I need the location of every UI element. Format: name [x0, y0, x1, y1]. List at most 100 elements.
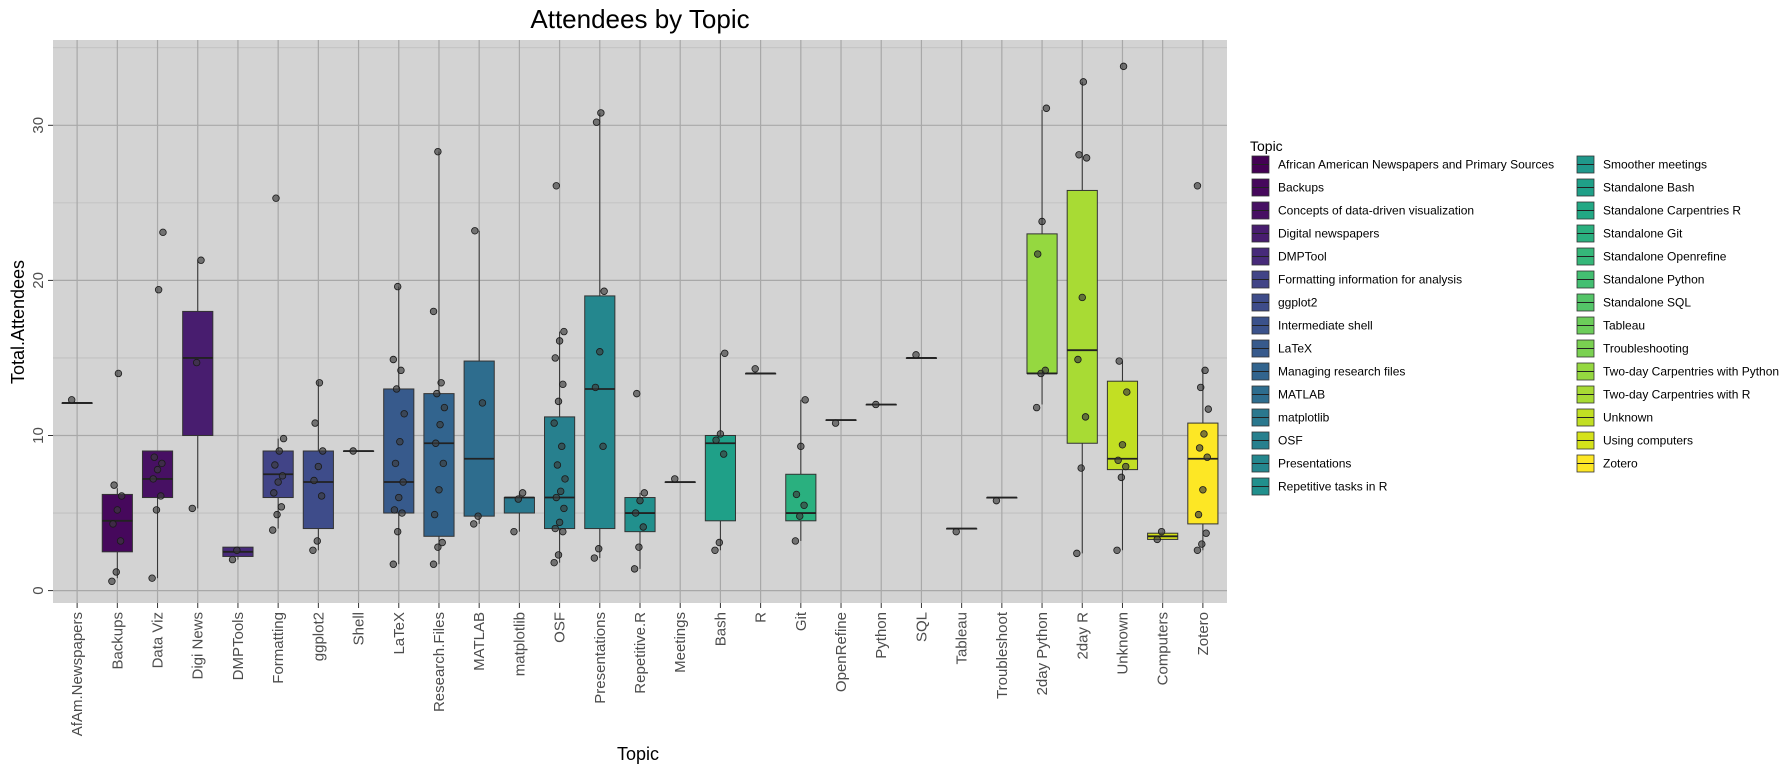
y-tick-label: 20 — [30, 272, 47, 289]
data-point — [1200, 430, 1208, 438]
data-point — [590, 554, 599, 562]
data-point — [478, 399, 487, 407]
data-point — [272, 194, 280, 202]
legend-item: Intermediate shell — [1251, 316, 1373, 335]
data-point — [1119, 62, 1128, 71]
data-point — [149, 475, 157, 483]
legend-label: Using computers — [1603, 434, 1693, 448]
legend-label: Standalone Python — [1603, 273, 1704, 287]
data-point — [108, 577, 116, 585]
data-point — [559, 380, 567, 389]
data-point — [471, 227, 479, 235]
legend-item: Unknown — [1576, 408, 1653, 427]
data-point — [1153, 535, 1161, 544]
legend-item: Two-day Carpentries with Python — [1576, 362, 1779, 381]
data-point — [310, 476, 318, 485]
data-point — [1075, 151, 1083, 159]
legend-title: Topic — [1250, 138, 1283, 154]
data-point — [1122, 462, 1130, 471]
data-point — [1118, 441, 1127, 449]
y-tick-label: 10 — [30, 427, 47, 444]
legend-label: Standalone SQL — [1603, 296, 1691, 310]
box-latex — [383, 286, 415, 565]
y-tick-label: 30 — [30, 117, 47, 134]
y-tick-label: 0 — [30, 586, 47, 594]
data-point — [992, 496, 1001, 505]
x-tick-label: Zotero — [1195, 612, 1212, 655]
data-point — [269, 526, 277, 534]
data-point — [600, 287, 608, 295]
box-python — [865, 403, 897, 406]
legend-item: Managing research files — [1251, 362, 1405, 381]
data-point — [389, 355, 398, 364]
box-2day-r — [1066, 81, 1098, 554]
x-tick-label: Tableau — [954, 612, 971, 665]
data-point — [796, 512, 804, 520]
legend-item: Standalone Git — [1576, 224, 1683, 243]
box-body — [1106, 380, 1139, 471]
box-zotero — [1187, 368, 1219, 551]
data-point — [117, 492, 126, 500]
data-point — [154, 286, 163, 294]
data-point — [1074, 355, 1082, 364]
legend-item: Tableau — [1576, 316, 1645, 335]
legend-label: Digital newspapers — [1278, 227, 1379, 241]
data-point — [113, 506, 122, 514]
x-tick-label: Shell — [351, 612, 368, 645]
legend-label: Standalone Openrefine — [1603, 250, 1727, 264]
data-point — [389, 560, 398, 568]
box-body — [584, 295, 616, 530]
data-point — [518, 489, 527, 497]
data-point — [153, 465, 162, 474]
data-point — [635, 543, 643, 551]
x-tick-label: Computers — [1155, 612, 1172, 685]
legend-label: Two-day Carpentries with Python — [1603, 365, 1779, 379]
chart-title: Attendees by Topic — [530, 4, 749, 34]
data-point — [1034, 250, 1042, 258]
legend-label: matplotlib — [1278, 411, 1330, 425]
data-point — [114, 369, 123, 378]
data-point — [712, 436, 720, 444]
data-point — [313, 537, 321, 545]
legend-item: Two-day Carpentries with R — [1576, 385, 1751, 404]
data-point — [715, 538, 724, 547]
x-tick-label: OpenRefine — [833, 612, 850, 692]
x-tick-label: LaTeX — [391, 612, 408, 655]
data-point — [551, 354, 559, 362]
data-point — [311, 419, 319, 427]
data-point — [67, 396, 76, 404]
data-point — [1081, 413, 1090, 421]
data-point — [271, 461, 279, 469]
legend-label: Unknown — [1603, 411, 1653, 425]
data-point — [439, 459, 448, 468]
data-point — [273, 510, 281, 519]
data-point — [560, 504, 568, 513]
legend-label: Standalone Carpentries R — [1603, 204, 1741, 218]
x-tick-label: 2day R — [1074, 612, 1091, 660]
legend-item: Formatting information for analysis — [1251, 270, 1462, 289]
data-point — [392, 385, 401, 393]
data-point — [792, 490, 801, 499]
data-point — [711, 546, 719, 554]
x-tick-label: AfAm.Newspapers — [69, 612, 86, 736]
legend-item: DMPTool — [1251, 247, 1327, 266]
data-point — [399, 478, 407, 486]
data-point — [558, 442, 566, 451]
legend-label: Troubleshooting — [1603, 342, 1689, 356]
x-tick-label: 2day Python — [1034, 612, 1051, 695]
x-tick-label: Backups — [109, 612, 126, 670]
legend-item: Standalone Carpentries R — [1576, 201, 1741, 220]
data-point — [1082, 154, 1091, 162]
data-point — [553, 461, 562, 469]
legend-label: Standalone Bash — [1603, 181, 1694, 195]
legend-label: Backups — [1278, 181, 1324, 195]
legend-label: ggplot2 — [1278, 296, 1318, 310]
data-point — [552, 182, 561, 190]
data-point — [278, 472, 287, 480]
data-point — [437, 379, 445, 387]
legend-label: Two-day Carpentries with R — [1603, 388, 1751, 402]
data-point — [791, 537, 800, 545]
data-point — [228, 555, 237, 564]
data-point — [197, 256, 205, 264]
data-point — [872, 400, 880, 409]
